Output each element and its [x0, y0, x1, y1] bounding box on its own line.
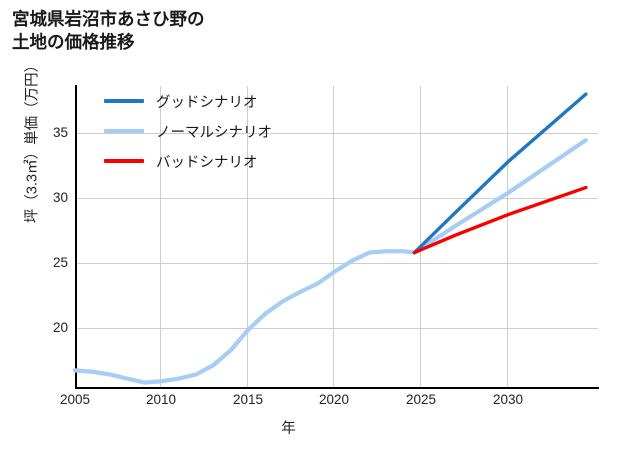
y-tick-label: 20	[52, 320, 68, 335]
gridline-x-2020	[333, 86, 334, 387]
legend-swatch-normal-icon	[104, 129, 144, 133]
x-tick-label: 2015	[232, 392, 264, 407]
x-tick-label: 2025	[405, 392, 437, 407]
gridline-x-2025	[420, 86, 421, 387]
x-tick-label: 2005	[59, 392, 91, 407]
y-axis-ticks: 35 30 25 20	[0, 0, 68, 465]
x-tick-label: 2010	[145, 392, 177, 407]
legend-item-normal[interactable]: ノーマルシナリオ	[104, 120, 272, 142]
legend-label-good: グッドシナリオ	[156, 94, 258, 111]
y-tick-label: 25	[52, 255, 68, 270]
chart-legend: グッドシナリオ ノーマルシナリオ バッドシナリオ	[104, 90, 272, 172]
legend-label-normal: ノーマルシナリオ	[156, 124, 272, 141]
gridline-y-30	[75, 198, 598, 199]
gridline-y-20	[75, 328, 598, 329]
gridline-y-25	[75, 263, 598, 264]
gridline-x-2030	[507, 86, 508, 387]
y-tick-label: 30	[52, 190, 68, 205]
legend-swatch-bad-icon	[104, 159, 144, 163]
x-tick-label: 2020	[318, 392, 350, 407]
series-line-good	[412, 92, 588, 255]
x-axis-line	[75, 387, 599, 389]
legend-label-bad: バッドシナリオ	[156, 154, 258, 171]
x-axis-label-text: 年	[281, 421, 296, 437]
x-tick-label: 2030	[492, 392, 524, 407]
legend-item-bad[interactable]: バッドシナリオ	[104, 150, 272, 172]
y-axis-line	[75, 85, 77, 389]
legend-swatch-good-icon	[104, 99, 144, 103]
y-axis-label: 坪（3.3㎡）単価（万円）	[24, 57, 41, 224]
page-title: 宮城県岩沼市あさひ野の 土地の価格推移	[12, 9, 205, 53]
y-tick-label: 35	[52, 125, 68, 140]
gridline-y-35	[75, 133, 598, 134]
series-line-normal	[72, 138, 588, 385]
x-axis-label: 年	[0, 417, 621, 438]
legend-item-good[interactable]: グッドシナリオ	[104, 90, 272, 112]
